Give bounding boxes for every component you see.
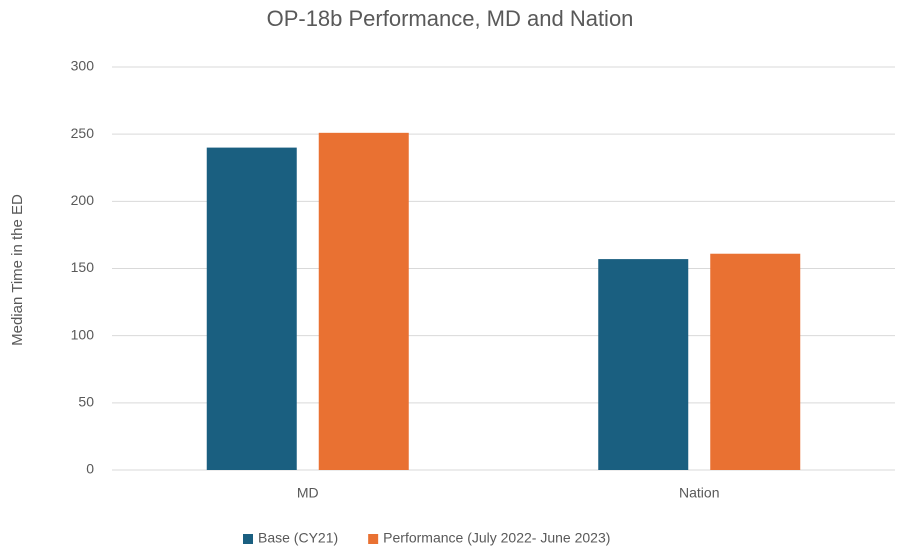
bar <box>710 253 801 470</box>
x-tick-label: MD <box>297 485 319 501</box>
y-tick-label: 300 <box>71 58 95 74</box>
y-tick-label: 100 <box>71 326 95 342</box>
bar <box>318 132 409 470</box>
y-tick-label: 150 <box>71 259 95 275</box>
y-tick-label: 200 <box>71 192 95 208</box>
y-tick-label: 250 <box>71 125 95 141</box>
legend-swatch <box>243 534 253 544</box>
y-tick-label: 50 <box>78 394 94 410</box>
x-tick-label: Nation <box>679 485 719 501</box>
y-tick-label: 0 <box>86 461 94 477</box>
legend-label: Performance (July 2022- June 2023) <box>383 530 610 546</box>
legend-label: Base (CY21) <box>258 530 338 546</box>
chart-title: OP-18b Performance, MD and Nation <box>267 6 634 31</box>
legend-swatch <box>368 534 379 544</box>
y-axis-label: Median Time in the ED <box>9 194 26 346</box>
bar <box>598 259 689 470</box>
bar <box>206 147 297 470</box>
